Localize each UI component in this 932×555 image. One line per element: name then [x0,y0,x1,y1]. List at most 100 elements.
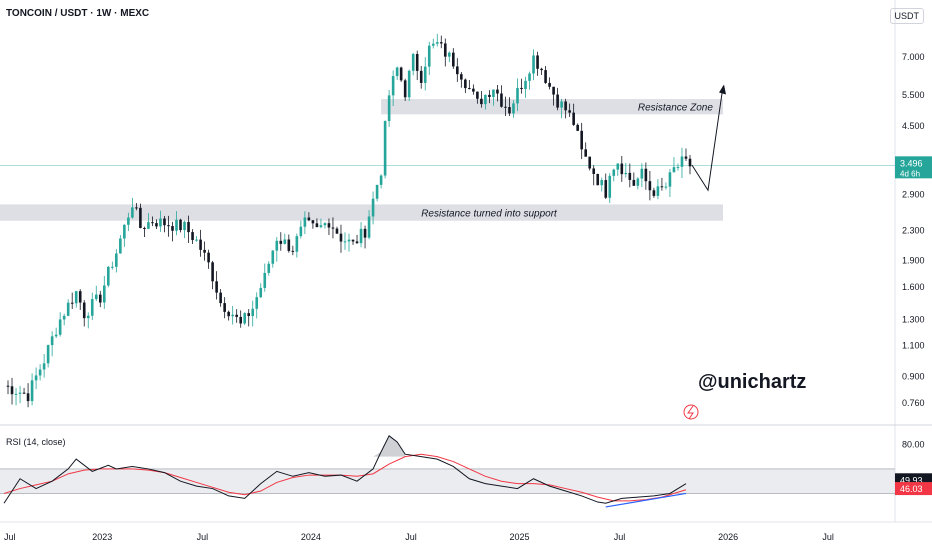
candle-body [484,94,487,105]
candle-body [74,291,78,304]
candle-body [375,184,379,199]
candle-body [90,299,94,316]
price-tick-label: 7.000 [902,52,925,62]
candle-body [70,302,74,304]
candle-body [548,82,551,87]
candle-body [435,42,439,44]
candle-body [427,45,431,67]
candle-body [568,110,571,113]
price-tick-label: 2.300 [902,226,925,236]
candle-body [22,392,26,394]
candle-body [439,42,443,44]
candle-body [299,226,303,237]
candle-body [107,266,110,286]
price-tick-label: 1.300 [902,314,925,324]
candle-body [379,175,383,185]
candle-body [247,313,251,317]
candle-body [520,87,523,90]
projection-arrow [691,86,724,192]
time-tick-label: Jul [4,532,16,542]
candle-body [62,315,66,320]
candle-body [460,74,463,80]
candle-body [564,101,567,111]
candle-body [576,124,579,131]
candle-body [411,53,415,71]
candle-body [468,88,471,90]
candle-body [211,262,214,282]
current-price-label: 3.496 [900,158,923,168]
candle-body [636,178,640,186]
candle-body [14,393,18,395]
rsi-title: RSI (14, close) [6,437,66,447]
candle-body [38,369,42,376]
price-tick-label: 1.100 [902,340,925,350]
candle-body [608,175,612,198]
candle-body [46,345,50,364]
candle-body [295,236,299,252]
candle-body [135,207,138,209]
candle-body [588,156,592,169]
candle-body [508,107,511,114]
candle-body [387,95,391,122]
candle-body [399,67,403,81]
bolt-icon-glyph [687,405,694,420]
price-tick-label: 4.500 [902,121,925,131]
candle-body [415,53,419,71]
candle-body [6,385,10,387]
time-tick-label: 2025 [509,532,529,542]
candle-body [243,313,247,324]
candle-body [431,43,435,46]
time-tick-label: 2026 [718,532,738,542]
candle-body [572,112,575,125]
price-tick-label: 0.760 [902,398,925,408]
time-tick-label: 2023 [92,532,112,542]
currency-label[interactable]: USDT [889,8,924,24]
candle-body [343,241,347,243]
candle-body [307,217,311,221]
rsi-line [3,435,687,504]
candle-body [560,101,563,108]
candle-body [355,241,359,244]
candle-body [203,249,206,253]
candle-body [592,168,596,174]
candle-body [596,173,600,186]
candle-body [98,294,102,303]
candle-body [10,386,14,395]
candle-body [175,219,178,231]
candle-body [407,70,411,98]
candle-body [223,303,226,312]
candle-body [648,181,652,191]
candle-body [664,186,668,188]
candle-body [628,172,632,180]
candle-body [147,222,150,229]
candle-body [171,226,174,231]
candle-body [656,186,660,196]
candle-body [624,172,628,175]
candle-body [556,94,559,108]
candle-body [688,158,692,167]
candle-body [183,221,186,231]
candle-body [351,239,355,242]
candle-body [111,266,114,268]
candle-body [480,98,483,105]
candle-body [540,68,543,71]
candle-body [620,163,624,175]
candle-body [476,91,479,99]
candle-body [215,281,218,293]
candle-body [163,218,166,226]
candle-body [347,239,351,242]
candle-body [419,70,423,83]
candle-body [231,314,234,317]
candle-body [528,73,531,81]
candle-body [616,163,620,170]
candle-body [255,297,259,309]
candle-body [632,179,636,186]
candle-body [500,93,503,107]
candle-body [443,43,447,57]
price-tick-label: 1.600 [902,282,925,292]
time-tick-label: Jul [614,532,626,542]
candle-body [50,336,54,346]
candle-body [123,224,126,239]
